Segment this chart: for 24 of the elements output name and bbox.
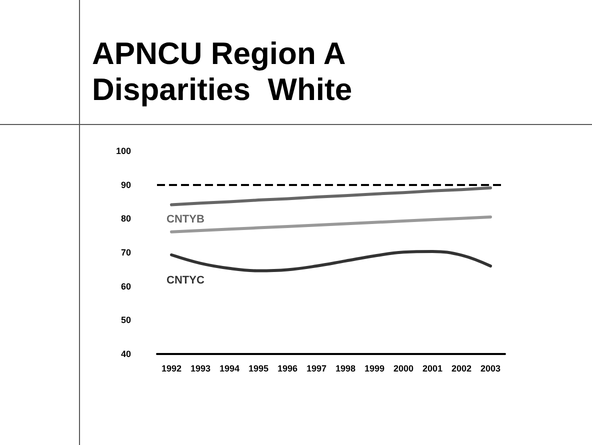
x-tick-label: 1996 <box>277 364 298 374</box>
x-tick-label: 2001 <box>422 364 443 374</box>
y-tick-label: 90 <box>120 180 131 190</box>
x-tick-label: 1994 <box>219 364 240 374</box>
x-tick-label: 1998 <box>335 364 356 374</box>
line-series <box>170 186 492 206</box>
y-tick-label: 80 <box>120 214 131 224</box>
line-series <box>170 250 492 272</box>
x-tick-label: 1995 <box>248 364 269 374</box>
y-tick-label: 50 <box>120 315 131 326</box>
x-tick-label: 1992 <box>161 364 182 374</box>
series-label: CNTYC <box>166 274 204 286</box>
x-tick-label: 1997 <box>306 364 327 374</box>
y-tick-label: 60 <box>120 281 131 292</box>
y-tick-label: 100 <box>116 146 131 156</box>
y-tick-label: 40 <box>120 349 131 359</box>
series-label: CNTYB <box>166 213 204 226</box>
chart-title: APNCU Region A Disparities White <box>92 36 352 108</box>
x-tick-label: 1999 <box>364 364 385 374</box>
x-tick-label: 1993 <box>190 364 211 374</box>
x-tick-label: 2003 <box>480 364 501 374</box>
y-tick-label: 70 <box>120 248 131 258</box>
x-tick-label: 2000 <box>393 364 414 374</box>
x-tick-label: 2002 <box>451 364 472 374</box>
